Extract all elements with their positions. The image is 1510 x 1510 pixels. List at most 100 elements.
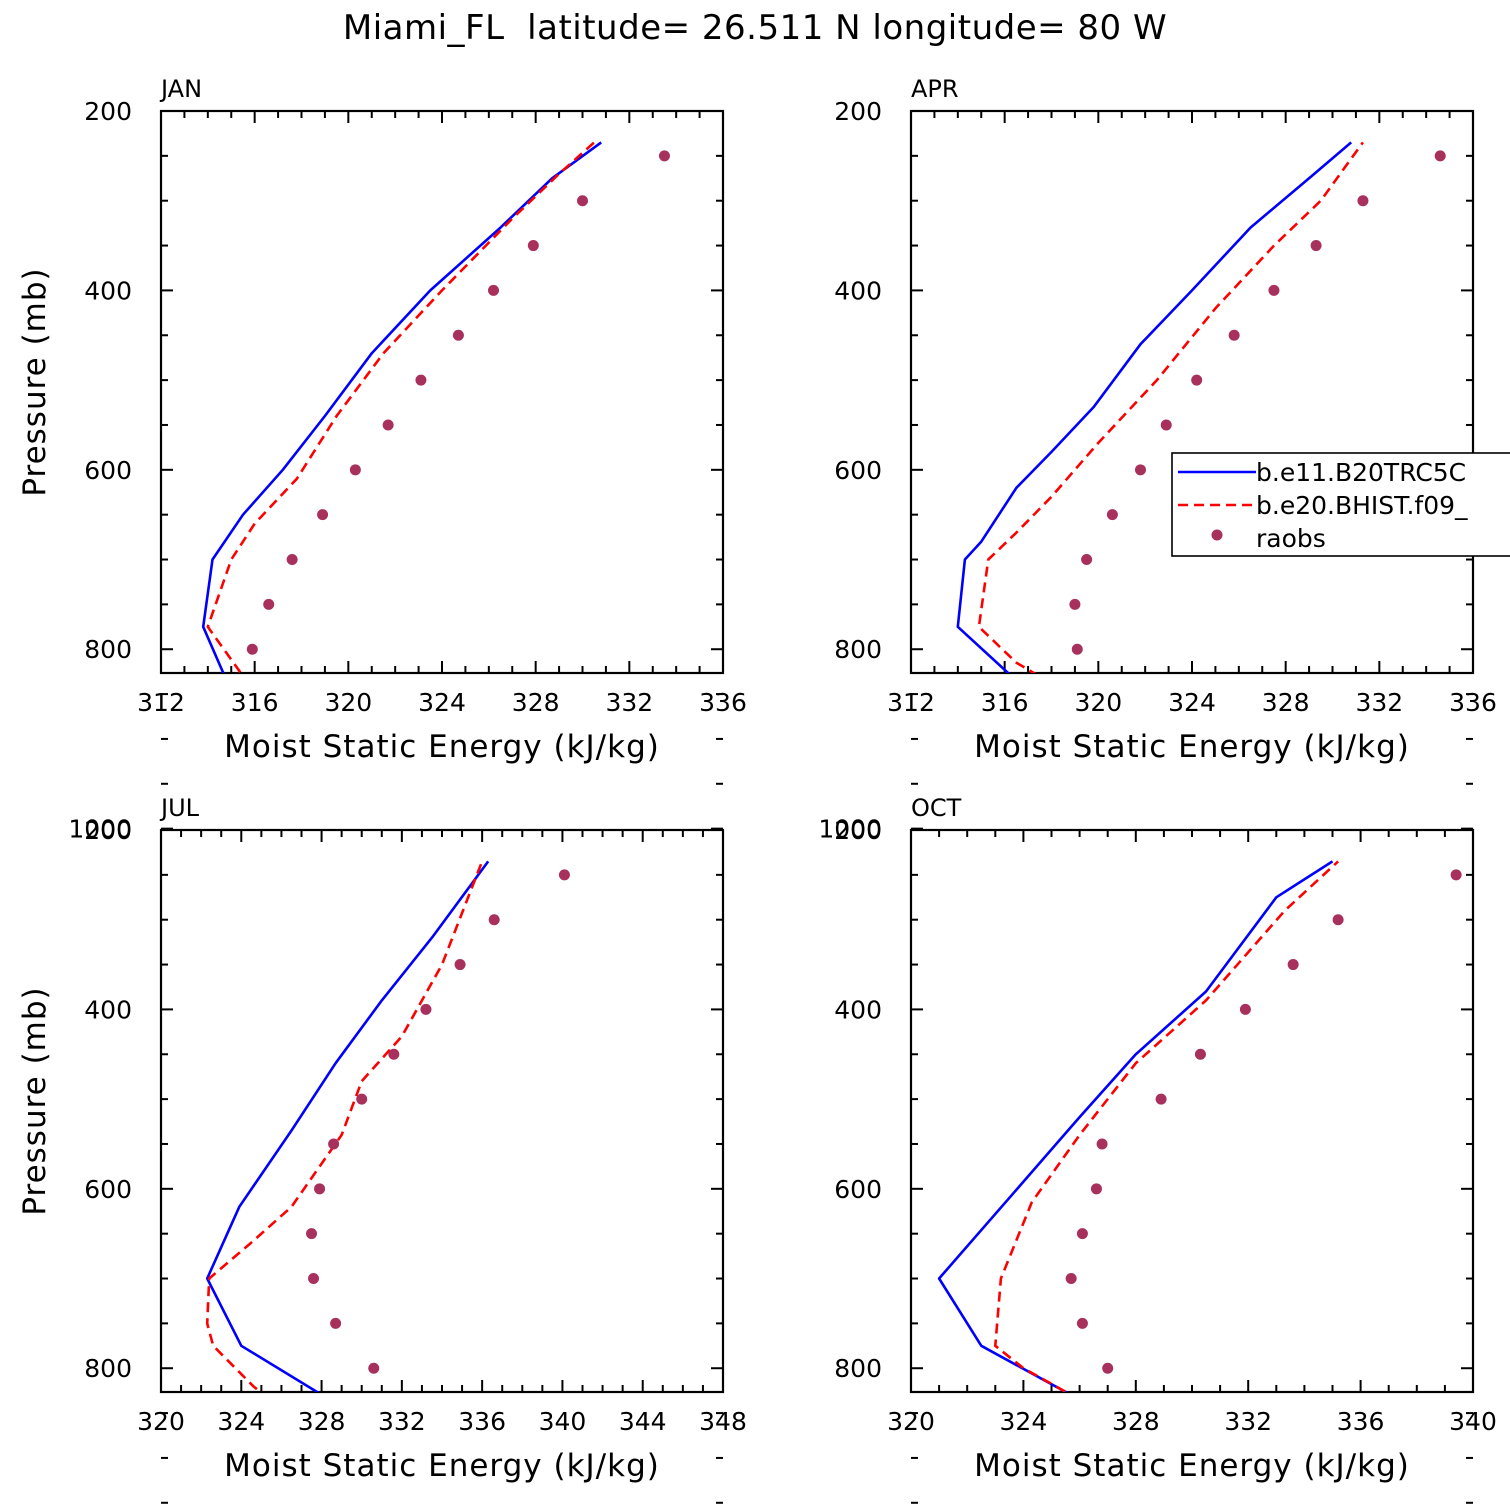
y-tick-label: 200 xyxy=(84,816,132,845)
chart-panel-apr: APR 312 316 320 324 328 332 336 200 400 600 800 1000… xyxy=(818,75,1510,844)
x-tick-label: 316 xyxy=(981,688,1029,717)
series-dashed-line xyxy=(206,141,596,673)
y-tick-label: 400 xyxy=(84,995,132,1024)
x-tick-label: 324 xyxy=(217,1407,265,1436)
raobs-point xyxy=(1310,240,1322,252)
raobs-point xyxy=(1357,195,1369,207)
x-tick-label: 328 xyxy=(298,1407,346,1436)
x-tick-label: 324 xyxy=(1168,688,1216,717)
raobs-point xyxy=(1280,823,1291,834)
raobs-point xyxy=(1228,329,1240,341)
x-axis-label: Moist Static Energy (kJ/kg) xyxy=(224,1448,660,1484)
series-solid-line xyxy=(201,141,602,673)
raobs-point xyxy=(1069,598,1081,610)
plot-frame xyxy=(159,109,725,675)
raobs-point xyxy=(577,195,588,207)
y-tick-label: 400 xyxy=(84,276,132,305)
legend-swatch-marker xyxy=(1211,529,1223,541)
y-tick-label: 1000 xyxy=(68,815,132,844)
y-tick-label: 800 xyxy=(84,1354,132,1383)
x-tick-label: 328 xyxy=(512,688,560,717)
y-tick-label: 200 xyxy=(84,97,132,126)
y-tick-label: 800 xyxy=(84,635,132,664)
y-tick-label: 1000 xyxy=(818,815,882,844)
raobs-point xyxy=(658,150,670,162)
x-tick-label: 328 xyxy=(1262,688,1310,717)
raobs-point xyxy=(286,554,298,566)
x-tick-label: 332 xyxy=(605,688,653,717)
panel-label: JAN xyxy=(159,75,202,103)
chart-panel-oct: OCT3203243283323363402004006008001000Moi… xyxy=(834,794,1497,1508)
series-solid-line xyxy=(205,860,490,1392)
raobs-point xyxy=(1194,1048,1206,1060)
y-tick-label: 200 xyxy=(834,816,882,845)
raobs-point xyxy=(382,419,394,431)
raobs-point xyxy=(585,1497,596,1508)
x-tick-label: 320 xyxy=(324,688,372,717)
raobs-point xyxy=(488,284,500,296)
raobs-point xyxy=(1160,419,1172,431)
x-tick-label: 348 xyxy=(699,1407,747,1436)
x-tick-label: 328 xyxy=(1112,1407,1160,1436)
raobs-point xyxy=(330,1317,342,1329)
y-tick-label: 600 xyxy=(84,1175,132,1204)
y-tick-label: 600 xyxy=(834,456,882,485)
legend-entry: b.e11.B20TRC5C xyxy=(1256,458,1466,487)
x-axis-label: Moist Static Energy (kJ/kg) xyxy=(224,729,660,765)
raobs-point xyxy=(349,464,361,476)
raobs-point xyxy=(454,959,466,971)
raobs-point xyxy=(1065,1273,1077,1285)
plot-frame xyxy=(909,109,1475,675)
raobs-point xyxy=(1224,778,1235,789)
raobs-point xyxy=(1096,1138,1108,1150)
panel-label: OCT xyxy=(911,794,962,822)
raobs-point xyxy=(328,1138,340,1150)
y-tick-label: 400 xyxy=(834,995,882,1024)
series-solid-line xyxy=(956,141,1353,673)
raobs-point xyxy=(558,869,570,881)
chart-panel-jul: JUL 320 324 328 332 336 340 344 348 200 400 600 800 1… xyxy=(17,794,747,1508)
raobs-point xyxy=(1332,914,1344,926)
x-tick-label: 332 xyxy=(378,1407,426,1436)
raobs-point xyxy=(1071,643,1083,655)
y-tick-label: 200 xyxy=(834,97,882,126)
raobs-point xyxy=(420,1003,432,1015)
raobs-point xyxy=(1268,284,1280,296)
panel-label: JUL xyxy=(159,794,200,822)
chart-panel-jan: JAN 312 316 320 324 328 332 336 200 400 600 800 1000… xyxy=(17,75,747,844)
y-axis-label: Pressure (mb) xyxy=(17,267,53,496)
x-tick-label: 336 xyxy=(699,688,747,717)
raobs-point xyxy=(1134,464,1146,476)
x-tick-label: 320 xyxy=(137,1407,185,1436)
raobs-point xyxy=(1287,959,1299,971)
raobs-point xyxy=(368,1362,380,1374)
raobs-point xyxy=(1191,374,1203,386)
raobs-point xyxy=(1450,869,1462,881)
x-tick-label: 340 xyxy=(539,1407,587,1436)
x-tick-label: 312 xyxy=(137,688,185,717)
x-tick-label: 324 xyxy=(1000,1407,1048,1436)
raobs-point xyxy=(1321,1497,1332,1508)
raobs-point xyxy=(263,598,275,610)
legend-entry: raobs xyxy=(1256,524,1326,553)
series-dashed-line xyxy=(205,860,484,1392)
raobs-point xyxy=(415,374,427,386)
raobs-point xyxy=(1239,1003,1251,1015)
x-tick-label: 320 xyxy=(887,1407,935,1436)
plot-frame xyxy=(159,828,725,1394)
x-axis-label: Moist Static Energy (kJ/kg) xyxy=(974,729,1410,765)
raobs-point xyxy=(452,329,464,341)
y-tick-label: 600 xyxy=(834,1175,882,1204)
x-tick-label: 316 xyxy=(231,688,279,717)
raobs-point xyxy=(314,1183,326,1195)
raobs-point xyxy=(1434,150,1446,162)
raobs-point xyxy=(317,509,329,521)
y-tick-label: 600 xyxy=(84,456,132,485)
raobs-point xyxy=(317,823,328,834)
legend: b.e11.B20TRC5C b.e20.BHIST.f09_raobs xyxy=(1171,452,1510,557)
series-dashed-line xyxy=(993,860,1339,1392)
y-tick-label: 800 xyxy=(834,635,882,664)
raobs-point xyxy=(306,1228,318,1240)
raobs-point xyxy=(1076,1317,1088,1329)
